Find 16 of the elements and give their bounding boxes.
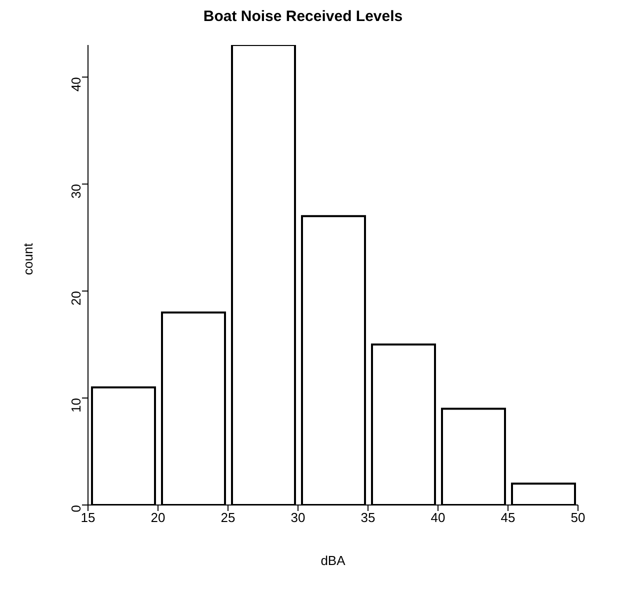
chart-title: Boat Noise Received Levels [202, 8, 404, 25]
x-tick-label: 45 [500, 510, 516, 526]
y-axis-title: count [20, 242, 36, 275]
x-tick-label: 35 [360, 510, 376, 526]
y-tick-label: 40 [68, 77, 84, 92]
x-tick-label: 25 [220, 510, 236, 526]
x-tick-label: 40 [430, 510, 446, 526]
x-tick-label: 30 [290, 510, 306, 526]
y-tick-label: 30 [68, 184, 84, 199]
y-tick-label: 10 [68, 398, 84, 412]
y-tick-label: 0 [68, 505, 84, 512]
x-axis-title: dBA [320, 553, 346, 568]
y-tick-label: 20 [68, 291, 84, 306]
x-tick-label: 50 [570, 510, 586, 526]
x-tick-label: 15 [80, 510, 96, 526]
x-tick-label: 20 [150, 510, 166, 526]
